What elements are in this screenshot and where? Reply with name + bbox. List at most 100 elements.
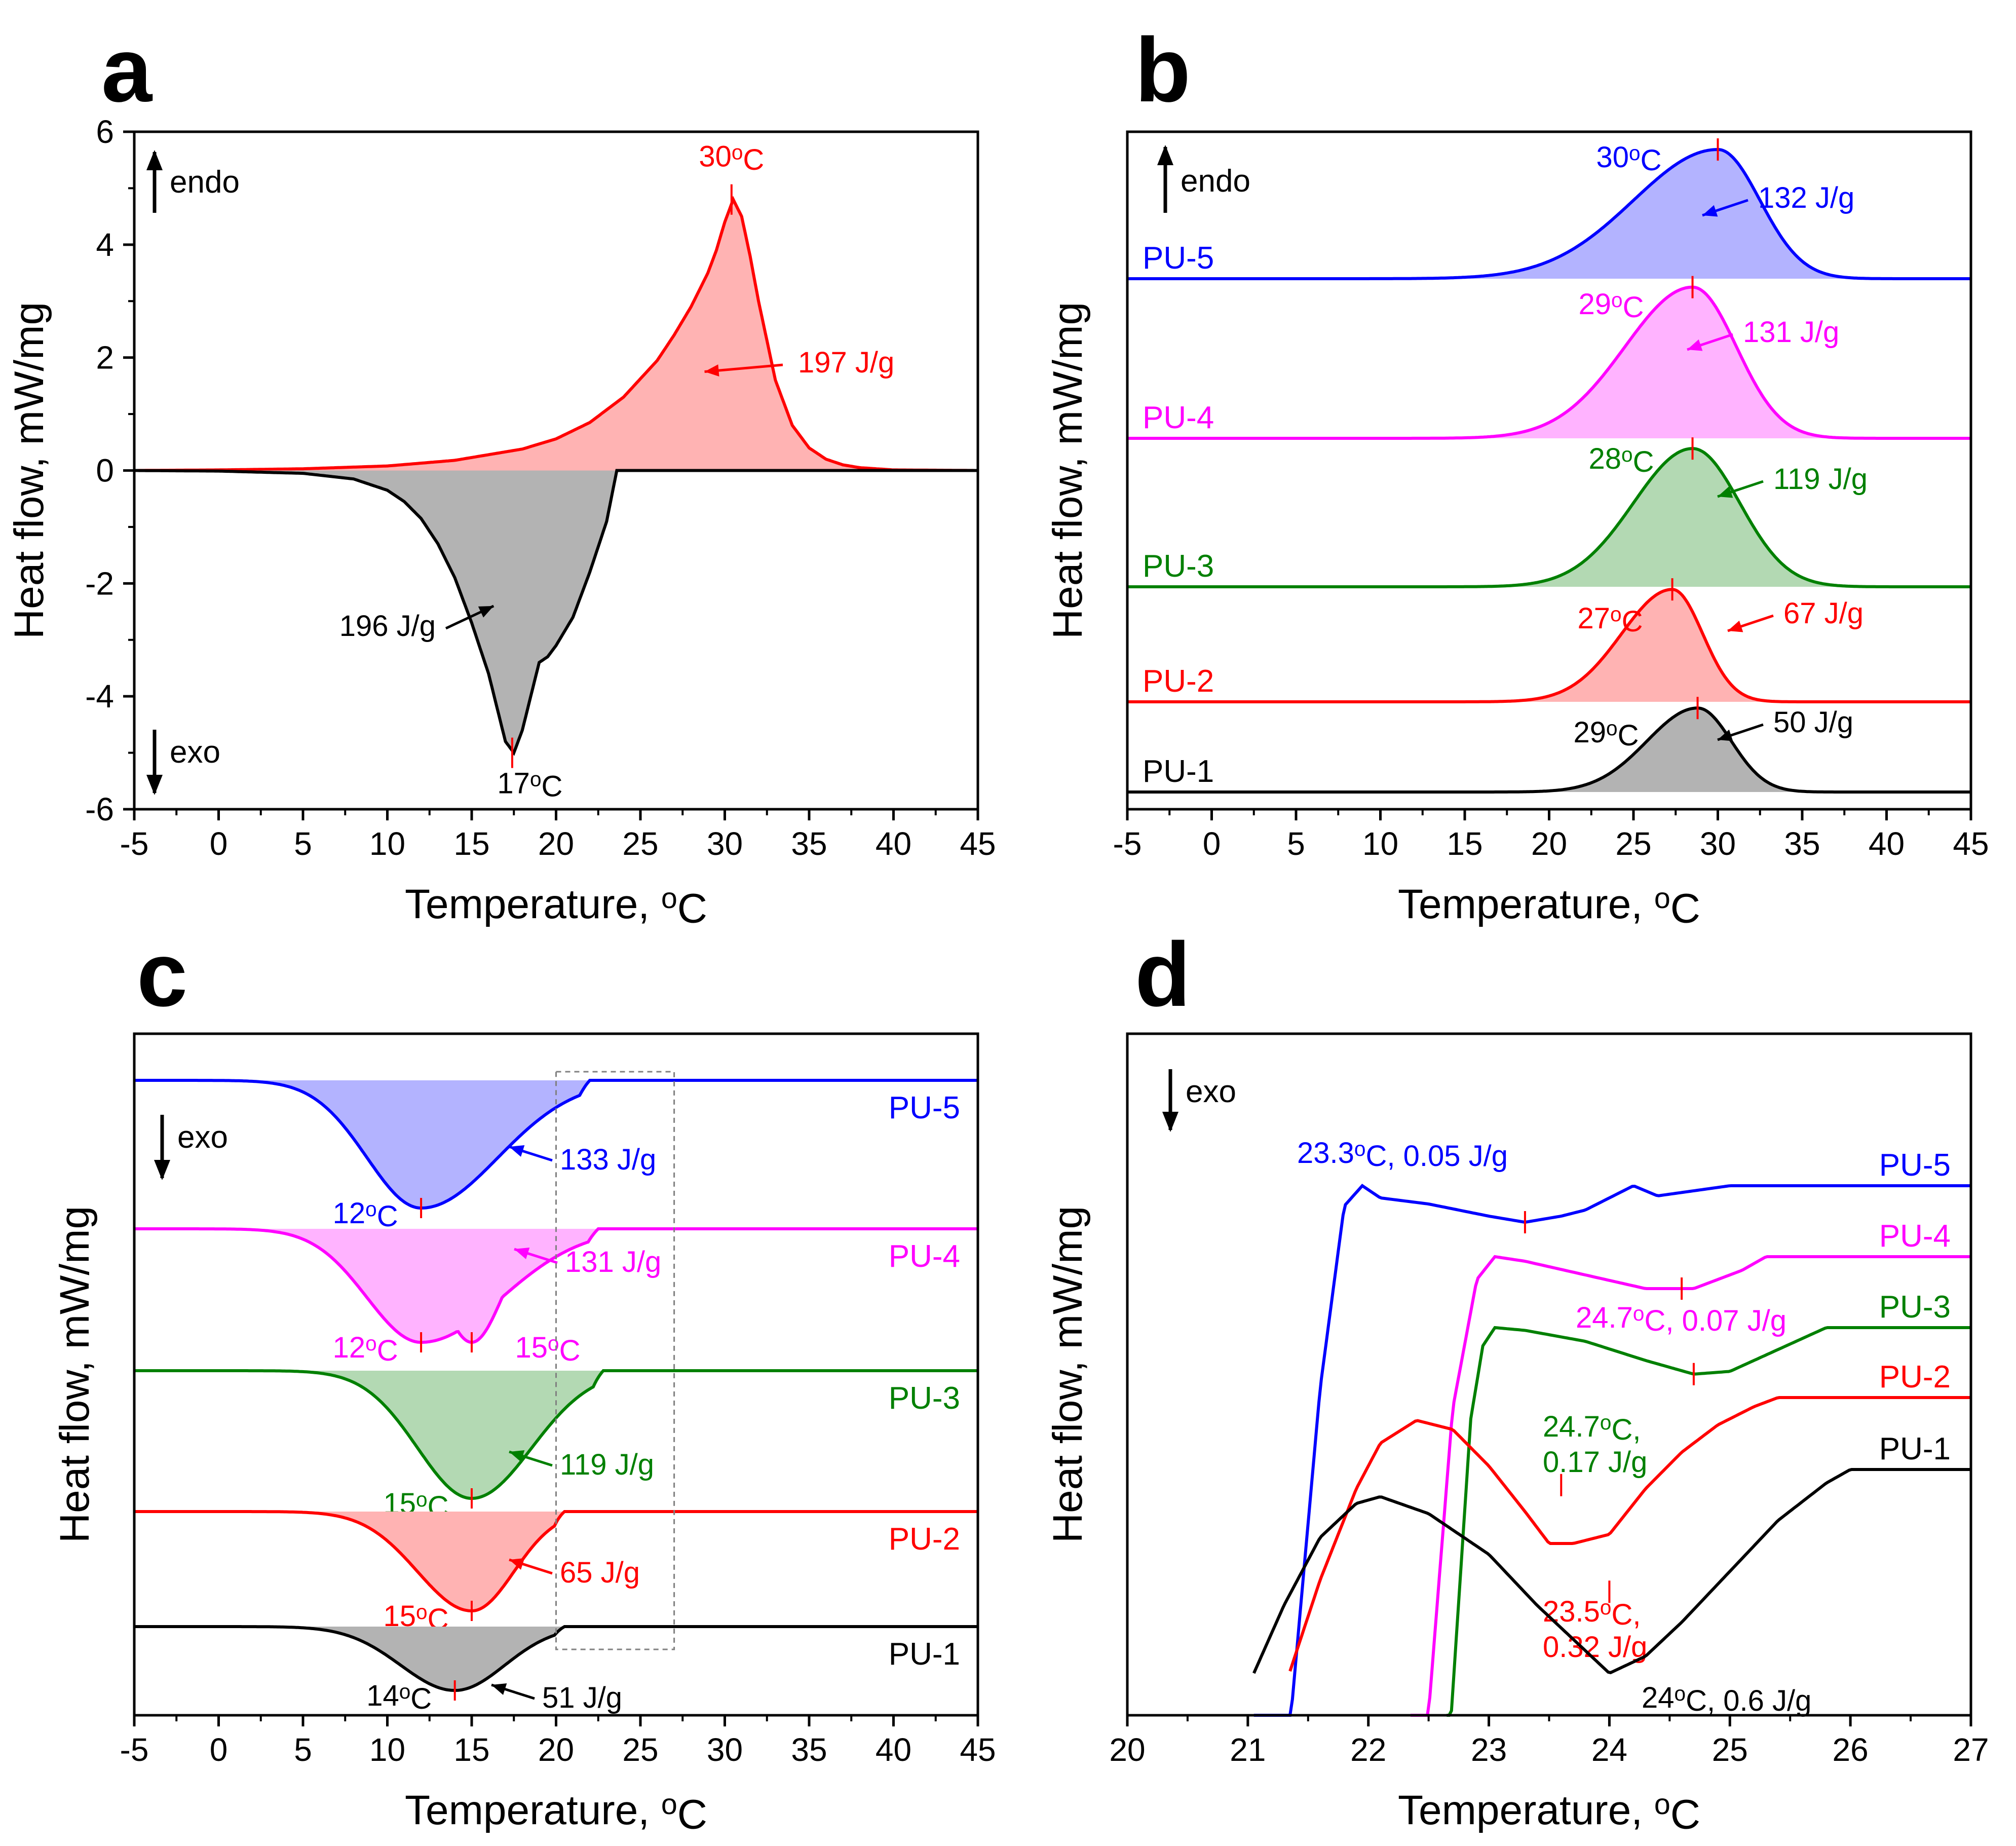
x-tick-label: 15: [1447, 825, 1482, 862]
y-axis-title: Heat flow, mW/mg: [1045, 302, 1091, 639]
PU-1-label: PU-1: [889, 1637, 960, 1672]
PU-4-line: [1411, 1255, 1970, 1717]
x-tick-label: 30: [707, 1731, 743, 1768]
x-tick-label: 23: [1471, 1731, 1507, 1768]
PU-3-enthalpy-label: 119 J/g: [560, 1448, 654, 1481]
PU-3-line: [134, 1369, 978, 1500]
y-tick-label: -4: [85, 678, 114, 714]
PU-1-enthalpy-arrow: [1717, 723, 1764, 741]
x-tick-label: 24: [1591, 1731, 1627, 1768]
PU-2-enthalpy-label: 67 J/g: [1783, 597, 1863, 630]
PU-3-annotation: 24.7oC,: [1543, 1410, 1641, 1446]
x-tick-label: 27: [1953, 1731, 1989, 1768]
PU-5-enthalpy-label: 133 J/g: [560, 1143, 656, 1176]
x-tick-label: 45: [1953, 825, 1989, 862]
x-tick-label: 35: [791, 1731, 827, 1768]
PU-4-line: [1127, 285, 1971, 440]
PU-4-label: PU-4: [1879, 1219, 1951, 1254]
x-tick-label: 25: [1615, 825, 1651, 862]
PU-4-enthalpy-arrow: [1687, 333, 1733, 351]
panel-label-d: d: [1135, 924, 1191, 1026]
PU-1-enthalpy-label: 51 J/g: [542, 1681, 622, 1714]
x-tick-label: 22: [1350, 1731, 1386, 1768]
PU-3-enthalpy-label: 119 J/g: [1773, 463, 1868, 496]
PU-4-label: PU-4: [1143, 400, 1214, 435]
x-tick-label: 25: [1712, 1731, 1748, 1768]
endo-arrow: [1157, 145, 1173, 213]
arrow-head: [509, 1450, 525, 1462]
PU-3-enthalpy-arrow: [509, 1450, 553, 1467]
PU-5-peak-temp-label: 12oC: [333, 1197, 398, 1233]
arrow-head: [1718, 486, 1733, 498]
exo-arrow: [146, 730, 163, 795]
PU-2-line: [1288, 1396, 1970, 1672]
exo-label: exo: [170, 735, 220, 770]
PU-4-peak-temp-label: 12oC: [333, 1331, 398, 1367]
arrow-head: [478, 606, 494, 618]
x-tick-label: 40: [1869, 825, 1905, 862]
PU-1-enthalpy-label: 50 J/g: [1773, 706, 1853, 739]
y-tick-label: -2: [85, 565, 114, 601]
PU-3-area: [134, 1371, 978, 1498]
PU-5-area: [134, 1080, 978, 1208]
x-tick-label: 10: [369, 825, 405, 862]
x-tick-label: 5: [294, 1731, 312, 1768]
y-tick-label: 2: [96, 340, 114, 376]
PU-3-area: [1127, 448, 1971, 587]
PU-4-peak-temp-label: 29oC: [1579, 288, 1644, 324]
PU-3-line: [1447, 1326, 1970, 1717]
PU-1-annotation: 24oC, 0.6 J/g: [1642, 1681, 1811, 1717]
arrow-head: [1702, 205, 1718, 217]
x-axis-title: Temperature, oC: [1398, 1787, 1700, 1838]
PU-2-line: [1127, 588, 1971, 703]
PU-4-area: [1127, 287, 1971, 438]
x-tick-label: 45: [960, 825, 996, 862]
x-tick-label: -5: [120, 1731, 149, 1768]
PU-4-label: PU-4: [889, 1239, 960, 1274]
x-tick-label: 15: [453, 825, 489, 862]
enthalpy-label-heating: 197 J/g: [798, 346, 894, 379]
y-tick-label: 6: [96, 114, 114, 150]
PU-5-area: [1127, 149, 1971, 279]
x-tick-label: 25: [622, 1731, 658, 1768]
y-tick-label: 0: [96, 453, 114, 489]
x-tick-label: 5: [294, 825, 312, 862]
cooling-line: [134, 469, 978, 756]
PU-2-label: PU-2: [1143, 664, 1214, 699]
exo-arrow: [154, 1115, 170, 1180]
y-axis-title: Heat flow, mW/mg: [1045, 1206, 1091, 1543]
PU-4-area: [134, 1229, 978, 1342]
panel-label-a: a: [101, 19, 153, 121]
PU-3-label: PU-3: [889, 1381, 960, 1416]
x-tick-label: 0: [210, 825, 228, 862]
PU-5-label: PU-5: [1143, 241, 1214, 276]
PU-1-line: [134, 1625, 978, 1692]
x-tick-label: -5: [120, 825, 149, 862]
exo-arrow: [1162, 1069, 1178, 1132]
arrow-head: [514, 1248, 530, 1259]
PU-5-line: [1127, 147, 1971, 280]
panel-a: a -6 -4 -2 0 2 4 6 -5 0 5 10 15 20 25 30 35 40 45 Temperatu…: [6, 19, 996, 932]
PU-5-enthalpy-arrow: [1702, 199, 1748, 217]
PU-2-enthalpy-arrow: [1727, 614, 1774, 632]
PU-5-label: PU-5: [889, 1090, 960, 1125]
direction-arrow-head: [1157, 145, 1173, 165]
peak-temp-label-cooling: 17oC: [497, 767, 562, 803]
x-axis-title: Temperature, oC: [405, 1787, 707, 1838]
PU-5-label: PU-5: [1879, 1148, 1951, 1183]
x-axis-title: Temperature, oC: [1398, 881, 1700, 932]
PU-1-label: PU-1: [1879, 1431, 1951, 1466]
PU-3-peak-temp-label: 28oC: [1589, 442, 1654, 478]
y-axis-title: Heat flow, mW/mg: [6, 302, 52, 639]
PU-1-label: PU-1: [1143, 754, 1214, 789]
x-tick-label: 15: [453, 1731, 489, 1768]
y-axis-title: Heat flow, mW/mg: [52, 1206, 98, 1543]
x-tick-label: 35: [1784, 825, 1820, 862]
PU-2-enthalpy-label: 65 J/g: [560, 1556, 640, 1589]
direction-arrow-head: [1162, 1112, 1178, 1132]
x-tick-label: 20: [538, 1731, 574, 1768]
x-tick-label: 21: [1230, 1731, 1266, 1768]
cooling-area: [134, 470, 978, 753]
enthalpy-label-cooling: 196 J/g: [339, 610, 436, 643]
PU-5-line: [134, 1079, 978, 1210]
